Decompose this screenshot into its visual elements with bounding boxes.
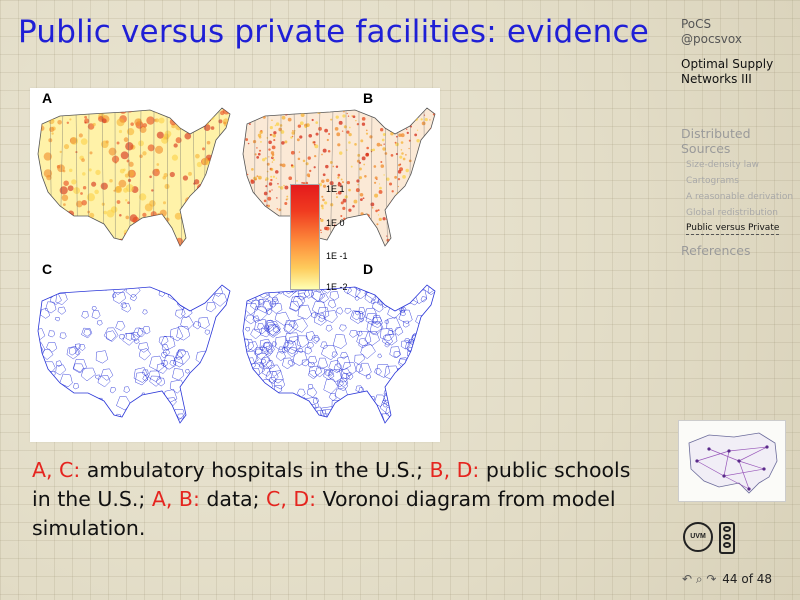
caption: A, C: ambulatory hospitals in the U.S.; … — [32, 456, 642, 543]
panel-letter-b: B — [363, 90, 374, 106]
map-a-heat — [37, 107, 231, 247]
sidebar-handle: @pocsvox — [681, 32, 742, 46]
caption-text-1: ambulatory hospitals in the U.S.; — [80, 458, 430, 482]
colorbar-label-3: 1E -1 — [326, 251, 348, 261]
map-b-heat — [242, 107, 436, 247]
sidebar-item-size-density-law[interactable]: Size-density law — [686, 160, 759, 170]
thumbnail-map-image — [688, 432, 778, 494]
caption-ref-ac: A, C: — [32, 458, 81, 482]
panel-d: D — [235, 261, 440, 442]
slide-title: Public versus private facilities: eviden… — [18, 14, 650, 50]
colorbar-label-4: 1E -2 — [326, 282, 348, 292]
sidebar-item-references[interactable]: References — [681, 243, 751, 258]
caption-ref-bd: B, D: — [429, 458, 480, 482]
nav-controls-icon[interactable]: ↶ ⌕ ↷ — [682, 572, 717, 586]
uvm-logo: UVM — [683, 522, 713, 552]
panel-letter-d: D — [363, 261, 374, 277]
map-c-voronoi — [37, 284, 231, 424]
panel-b: B — [235, 88, 440, 265]
sidebar-course-name: PoCS — [681, 17, 712, 31]
figure: A B C D 1E 1 1E 0 1E -1 1E -2 — [30, 88, 440, 442]
thumbnail-network-map — [678, 420, 786, 502]
navigation: ↶ ⌕ ↷ 44 of 48 — [682, 572, 772, 587]
caption-text-2: public schools in the U.S.; — [32, 458, 631, 511]
panel-letter-a: A — [42, 90, 53, 106]
sidebar-section-distributed-sources[interactable]: Distributed Sources — [681, 126, 751, 156]
vox-logo — [719, 522, 735, 554]
sidebar-item-public-versus-private[interactable]: Public versus Private — [686, 223, 780, 235]
panel-letter-c: C — [42, 261, 53, 277]
colorbar — [290, 184, 320, 290]
map-d-voronoi — [242, 284, 436, 424]
sidebar-item-global-redistribution[interactable]: Global redistribution — [686, 208, 778, 218]
caption-text-3: data; — [199, 487, 266, 511]
page-number: 44 of 48 — [722, 572, 773, 586]
sidebar-lecture-line1: Optimal Supply — [681, 57, 774, 71]
panel-a: A — [30, 88, 235, 265]
sidebar-item-reasonable-derivation[interactable]: A reasonable derivation — [686, 192, 794, 202]
sidebar-section-line2: Sources — [681, 141, 731, 156]
panel-c: C — [30, 261, 235, 442]
sidebar-lecture[interactable]: Optimal Supply Networks III — [681, 57, 773, 87]
caption-text-4: Voronoi diagram from model simulation. — [32, 487, 616, 540]
sidebar-section-line1: Distributed — [681, 126, 751, 141]
sidebar-lecture-line2: Networks III — [681, 72, 752, 86]
caption-ref-cd: C, D: — [266, 487, 317, 511]
sidebar-item-cartograms[interactable]: Cartograms — [686, 176, 739, 186]
colorbar-label-1: 1E 1 — [326, 184, 345, 194]
sidebar-course[interactable]: PoCS @pocsvox — [681, 17, 742, 47]
caption-ref-ab: A, B: — [151, 487, 200, 511]
colorbar-label-2: 1E 0 — [326, 218, 345, 228]
